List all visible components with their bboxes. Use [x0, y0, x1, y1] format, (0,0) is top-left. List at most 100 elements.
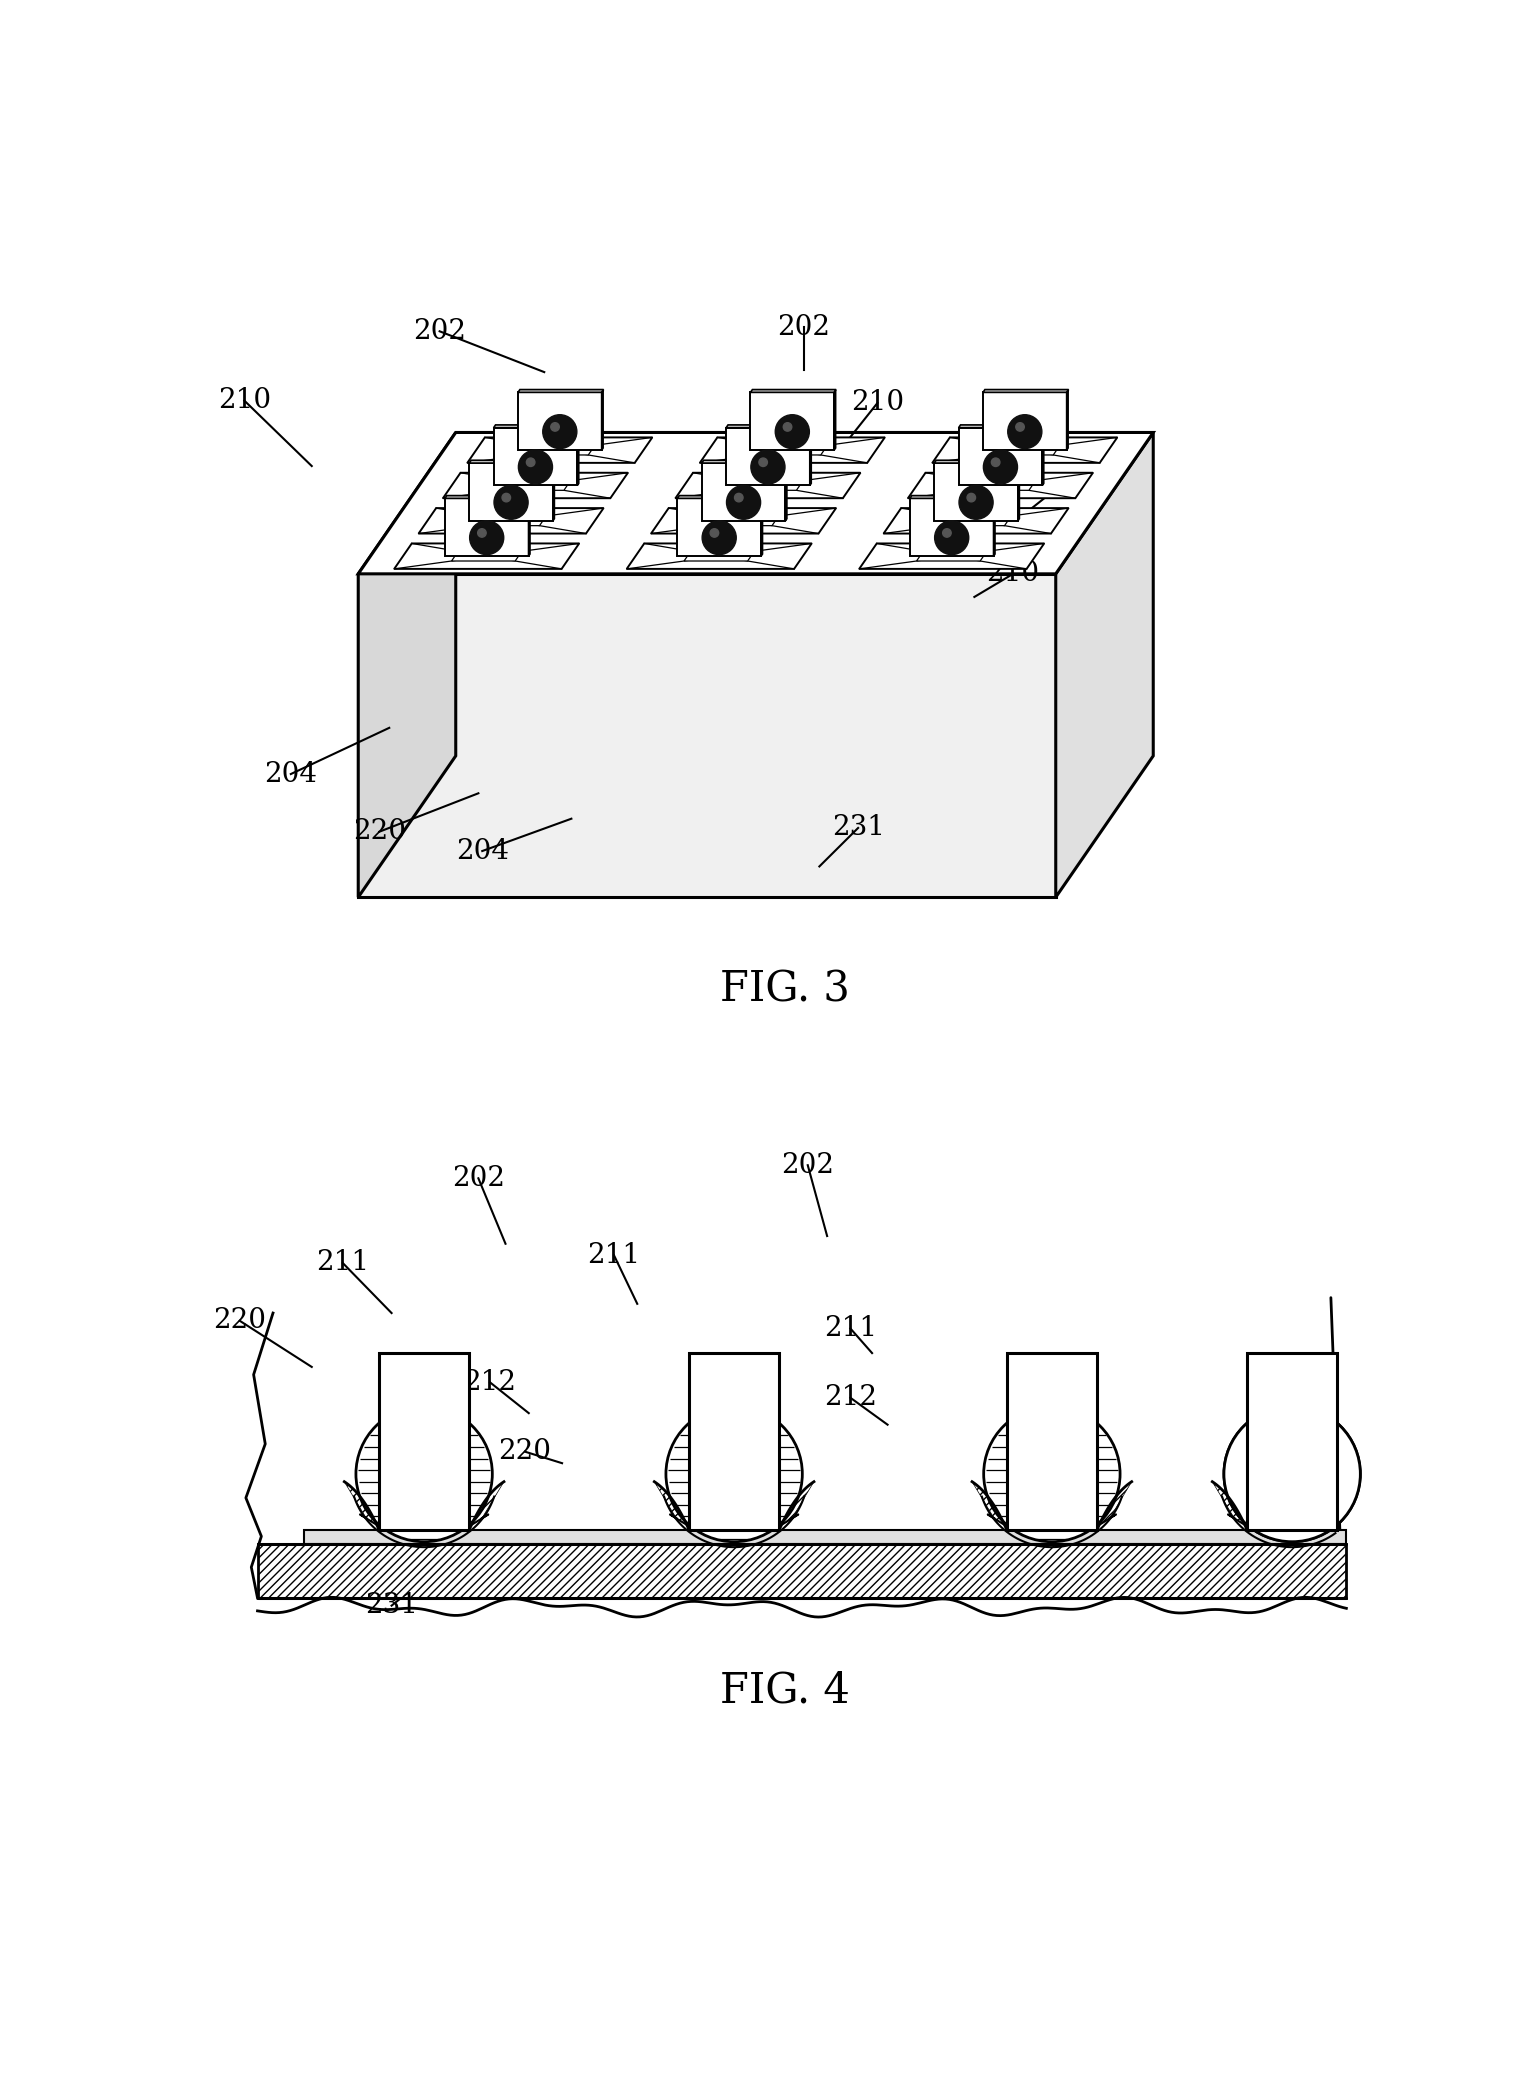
- Circle shape: [518, 451, 552, 484]
- Circle shape: [984, 1407, 1121, 1542]
- Circle shape: [494, 486, 527, 520]
- Circle shape: [526, 457, 535, 467]
- Bar: [1248, 1352, 1337, 1530]
- Polygon shape: [678, 495, 763, 499]
- Circle shape: [550, 424, 560, 432]
- Polygon shape: [345, 1482, 379, 1530]
- Polygon shape: [972, 1482, 1007, 1530]
- Polygon shape: [911, 495, 995, 499]
- Text: 202: 202: [412, 317, 466, 344]
- Polygon shape: [983, 390, 1069, 392]
- Circle shape: [1016, 424, 1024, 432]
- Polygon shape: [757, 445, 828, 455]
- Polygon shape: [702, 463, 785, 522]
- Polygon shape: [966, 480, 1036, 490]
- Circle shape: [935, 522, 969, 555]
- Polygon shape: [917, 551, 987, 561]
- Polygon shape: [934, 463, 1018, 522]
- Text: 231: 231: [365, 1592, 419, 1620]
- Polygon shape: [702, 461, 788, 463]
- Polygon shape: [359, 432, 455, 897]
- Polygon shape: [627, 543, 811, 570]
- Polygon shape: [652, 507, 835, 534]
- Text: FIG. 4: FIG. 4: [721, 1670, 851, 1711]
- Text: 220: 220: [353, 818, 406, 845]
- Bar: [1007, 1352, 1096, 1530]
- Text: 202: 202: [782, 1152, 834, 1179]
- Polygon shape: [883, 507, 1069, 534]
- Circle shape: [943, 528, 950, 536]
- Circle shape: [543, 415, 576, 449]
- Polygon shape: [655, 1482, 690, 1530]
- Polygon shape: [359, 432, 1153, 574]
- Circle shape: [1223, 1407, 1360, 1542]
- Polygon shape: [858, 543, 1044, 570]
- Circle shape: [1223, 1407, 1360, 1542]
- Circle shape: [710, 528, 719, 536]
- Text: FIG. 3: FIG. 3: [721, 968, 851, 1010]
- Polygon shape: [727, 428, 809, 486]
- Polygon shape: [518, 392, 601, 451]
- Circle shape: [734, 493, 744, 501]
- Text: 220: 220: [213, 1306, 267, 1334]
- Polygon shape: [908, 474, 1093, 499]
- Text: 210: 210: [851, 390, 904, 417]
- Bar: [379, 1352, 469, 1530]
- Polygon shape: [469, 1482, 504, 1530]
- Polygon shape: [394, 543, 579, 570]
- Polygon shape: [524, 445, 595, 455]
- Circle shape: [356, 1407, 492, 1542]
- Text: 212: 212: [463, 1369, 517, 1396]
- Circle shape: [727, 486, 760, 520]
- Text: 210: 210: [218, 386, 271, 413]
- Polygon shape: [958, 426, 1044, 428]
- Polygon shape: [934, 461, 1019, 463]
- Text: 210: 210: [987, 559, 1039, 586]
- Polygon shape: [708, 515, 779, 526]
- Circle shape: [665, 1407, 802, 1542]
- Polygon shape: [419, 507, 604, 534]
- Polygon shape: [727, 426, 812, 428]
- Polygon shape: [445, 499, 529, 555]
- Polygon shape: [751, 392, 834, 451]
- Polygon shape: [469, 463, 553, 522]
- Polygon shape: [359, 574, 1056, 897]
- Polygon shape: [1096, 1482, 1131, 1530]
- Text: 202: 202: [452, 1165, 504, 1192]
- Polygon shape: [468, 438, 652, 463]
- Polygon shape: [445, 495, 530, 499]
- Text: 220: 220: [498, 1438, 552, 1465]
- Text: 211: 211: [823, 1315, 877, 1342]
- Circle shape: [960, 486, 993, 520]
- Polygon shape: [494, 428, 578, 486]
- Circle shape: [992, 457, 1000, 467]
- Polygon shape: [452, 551, 521, 561]
- Polygon shape: [911, 499, 993, 555]
- Polygon shape: [518, 390, 604, 392]
- Polygon shape: [958, 428, 1042, 486]
- Circle shape: [501, 493, 510, 501]
- Circle shape: [469, 522, 504, 555]
- Circle shape: [478, 528, 486, 536]
- Polygon shape: [678, 499, 760, 555]
- Text: 211: 211: [316, 1250, 369, 1277]
- Bar: [258, 1544, 1346, 1599]
- Text: 204: 204: [264, 760, 317, 787]
- Polygon shape: [676, 474, 860, 499]
- Bar: [304, 1530, 1346, 1544]
- Circle shape: [751, 451, 785, 484]
- Polygon shape: [1056, 432, 1153, 897]
- Circle shape: [983, 451, 1018, 484]
- Bar: [690, 1352, 779, 1530]
- Polygon shape: [941, 515, 1012, 526]
- Circle shape: [783, 424, 793, 432]
- Polygon shape: [733, 480, 803, 490]
- Polygon shape: [779, 1482, 814, 1530]
- Text: 202: 202: [777, 313, 831, 340]
- Polygon shape: [443, 474, 629, 499]
- Circle shape: [967, 493, 975, 501]
- Text: 231: 231: [831, 814, 885, 841]
- Polygon shape: [500, 480, 570, 490]
- Circle shape: [702, 522, 736, 555]
- Text: 220: 220: [1029, 476, 1082, 503]
